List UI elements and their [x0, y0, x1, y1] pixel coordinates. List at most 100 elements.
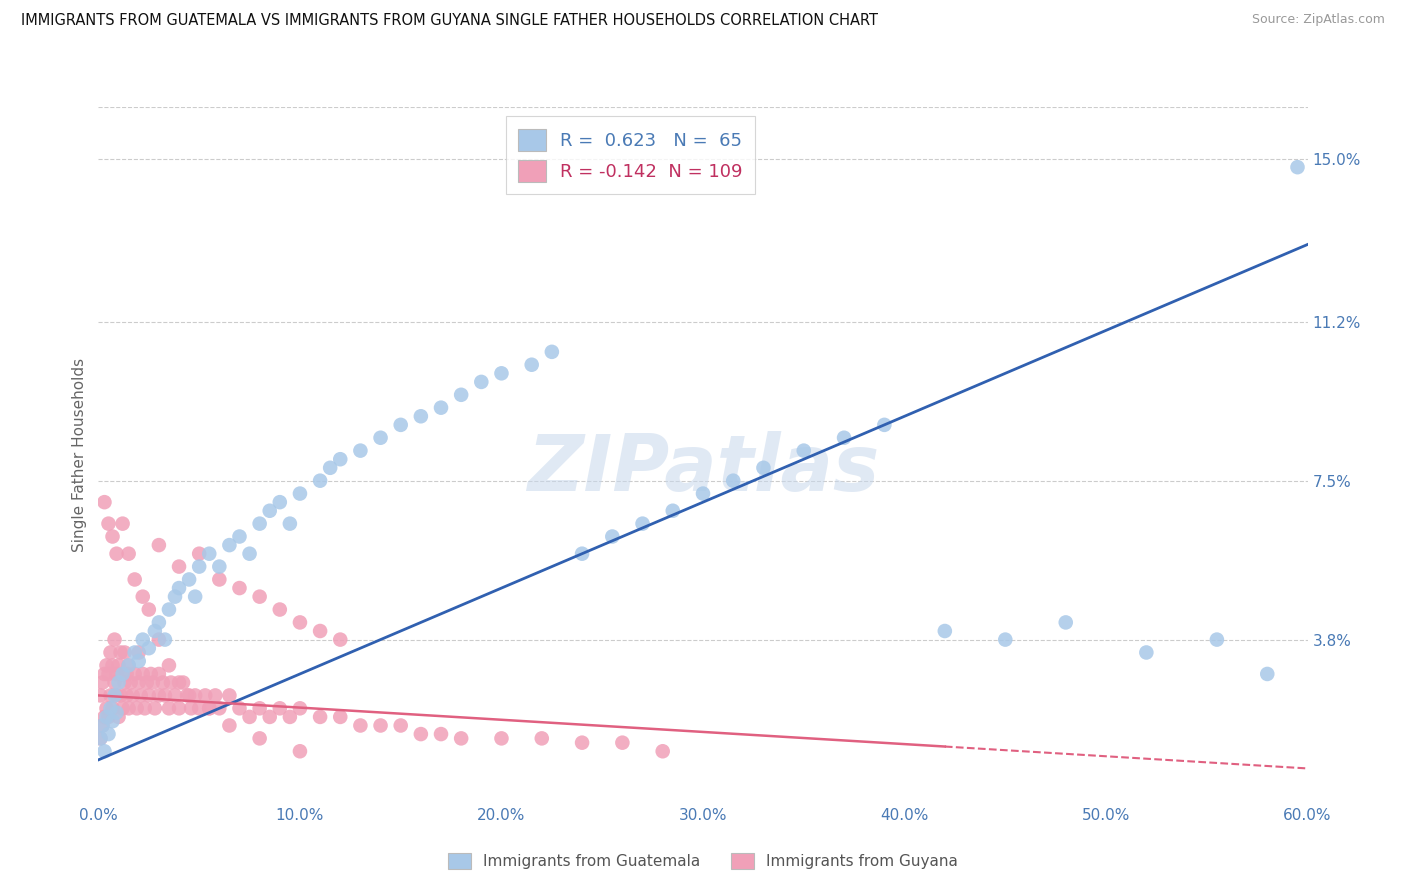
Point — [1135, 645, 1157, 659]
Point — [167, 701, 190, 715]
Point — [157, 602, 180, 616]
Point — [163, 689, 186, 703]
Point — [128, 645, 150, 659]
Point — [218, 689, 240, 703]
Point — [93, 744, 115, 758]
Point — [135, 675, 157, 690]
Point — [93, 495, 115, 509]
Point — [329, 710, 352, 724]
Point — [1206, 632, 1229, 647]
Point — [101, 714, 124, 729]
Point — [218, 538, 240, 552]
Point — [204, 689, 226, 703]
Point — [1286, 160, 1309, 174]
Point — [114, 675, 136, 690]
Point — [97, 667, 120, 681]
Point — [409, 727, 432, 741]
Point — [228, 581, 250, 595]
Point — [409, 409, 432, 424]
Point — [103, 675, 125, 690]
Point — [218, 718, 240, 732]
Point — [132, 667, 155, 681]
Point — [91, 718, 114, 732]
Point — [139, 667, 162, 681]
Point — [153, 632, 176, 647]
Point — [167, 675, 190, 690]
Point — [115, 689, 138, 703]
Point — [793, 443, 815, 458]
Point — [160, 675, 183, 690]
Point — [228, 529, 250, 543]
Point — [107, 658, 129, 673]
Point — [132, 590, 155, 604]
Point — [239, 547, 262, 561]
Point — [370, 431, 392, 445]
Point — [612, 736, 634, 750]
Text: Source: ZipAtlas.com: Source: ZipAtlas.com — [1251, 13, 1385, 27]
Point — [873, 417, 896, 432]
Point — [723, 474, 745, 488]
Point — [491, 731, 513, 746]
Point — [89, 731, 111, 746]
Point — [132, 632, 155, 647]
Point — [278, 516, 301, 531]
Point — [329, 452, 352, 467]
Point — [184, 590, 207, 604]
Point — [198, 701, 221, 715]
Point — [111, 701, 134, 715]
Point — [208, 559, 231, 574]
Point — [118, 658, 141, 673]
Point — [115, 667, 138, 681]
Point — [934, 624, 956, 638]
Point — [163, 590, 186, 604]
Point — [103, 689, 125, 703]
Point — [148, 667, 170, 681]
Point — [110, 645, 132, 659]
Point — [1256, 667, 1278, 681]
Point — [1054, 615, 1077, 630]
Point — [188, 559, 211, 574]
Point — [103, 632, 125, 647]
Point — [101, 701, 124, 715]
Point — [994, 632, 1017, 647]
Point — [249, 516, 271, 531]
Point — [288, 701, 311, 715]
Point — [180, 701, 202, 715]
Point — [148, 689, 170, 703]
Point — [172, 675, 194, 690]
Point — [157, 658, 180, 673]
Point — [470, 375, 492, 389]
Point — [97, 516, 120, 531]
Point — [752, 460, 775, 475]
Point — [208, 573, 231, 587]
Point — [100, 701, 122, 715]
Point — [198, 701, 221, 715]
Point — [157, 701, 180, 715]
Point — [97, 710, 120, 724]
Point — [389, 718, 412, 732]
Point — [631, 516, 654, 531]
Point — [184, 689, 207, 703]
Point — [198, 547, 221, 561]
Point — [309, 474, 332, 488]
Point — [430, 401, 453, 415]
Point — [138, 602, 160, 616]
Point — [105, 689, 128, 703]
Point — [128, 675, 150, 690]
Point — [96, 701, 118, 715]
Point — [105, 547, 128, 561]
Point — [288, 744, 311, 758]
Point — [692, 486, 714, 500]
Text: IMMIGRANTS FROM GUATEMALA VS IMMIGRANTS FROM GUYANA SINGLE FATHER HOUSEHOLDS COR: IMMIGRANTS FROM GUATEMALA VS IMMIGRANTS … — [21, 13, 879, 29]
Point — [121, 689, 143, 703]
Point — [89, 731, 111, 746]
Point — [651, 744, 673, 758]
Point — [124, 645, 146, 659]
Point — [101, 529, 124, 543]
Point — [118, 701, 141, 715]
Point — [100, 689, 122, 703]
Point — [319, 460, 342, 475]
Point — [111, 667, 134, 681]
Point — [832, 431, 855, 445]
Point — [450, 388, 472, 402]
